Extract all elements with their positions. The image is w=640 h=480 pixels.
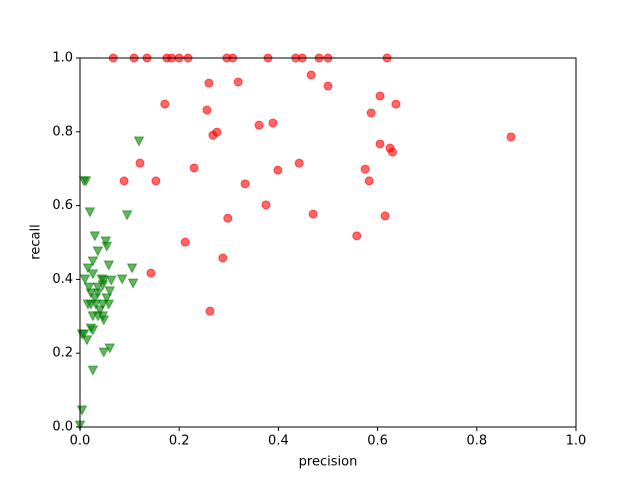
- point: [98, 275, 110, 286]
- point: [146, 268, 156, 278]
- point: [101, 293, 113, 304]
- point: [127, 278, 139, 289]
- point: [89, 293, 101, 304]
- y-tick-label: 0.0: [52, 420, 73, 435]
- point: [352, 231, 362, 241]
- point: [126, 263, 138, 274]
- point: [180, 237, 190, 247]
- point: [306, 70, 316, 80]
- y-axis-label: recall: [29, 224, 44, 259]
- point: [160, 99, 170, 109]
- point: [218, 253, 228, 263]
- point: [202, 105, 212, 115]
- point: [119, 176, 129, 186]
- x-tick-label: 0.8: [466, 434, 487, 449]
- point: [254, 120, 264, 130]
- point: [100, 236, 112, 247]
- point: [90, 299, 102, 310]
- point: [391, 99, 401, 109]
- x-tick-label: 0.6: [367, 434, 388, 449]
- point: [366, 108, 376, 118]
- point: [89, 231, 101, 242]
- point: [103, 260, 115, 271]
- point: [205, 306, 215, 316]
- point: [98, 315, 110, 326]
- point: [323, 81, 333, 91]
- point: [268, 118, 278, 128]
- point: [78, 329, 90, 340]
- point: [387, 147, 397, 157]
- point: [223, 213, 233, 223]
- point: [240, 179, 250, 189]
- point: [360, 164, 370, 174]
- point: [79, 274, 91, 285]
- point: [87, 325, 99, 336]
- point: [97, 280, 109, 291]
- point: [84, 207, 96, 218]
- point: [76, 405, 88, 416]
- point: [101, 241, 113, 252]
- point: [208, 130, 218, 140]
- y-tick-label: 0.2: [52, 346, 73, 361]
- y-tick-label: 0.4: [52, 272, 73, 287]
- point: [87, 269, 99, 280]
- point: [94, 305, 106, 316]
- point: [121, 210, 133, 221]
- point: [92, 288, 104, 299]
- point: [294, 158, 304, 168]
- point: [364, 176, 374, 186]
- point: [506, 132, 516, 142]
- point: [80, 176, 92, 187]
- point: [98, 347, 110, 358]
- point: [105, 275, 117, 286]
- x-tick-label: 0.0: [70, 434, 91, 449]
- point: [83, 282, 95, 293]
- x-tick-label: 0.2: [169, 434, 190, 449]
- point: [87, 256, 99, 267]
- point: [308, 209, 318, 219]
- point: [82, 263, 94, 274]
- y-tick-label: 0.6: [52, 198, 73, 213]
- point: [92, 246, 104, 257]
- point: [151, 176, 161, 186]
- point: [189, 163, 199, 173]
- x-tick-label: 0.4: [268, 434, 289, 449]
- point: [104, 286, 116, 297]
- point: [375, 91, 385, 101]
- point: [116, 274, 128, 285]
- point: [204, 78, 214, 88]
- point: [133, 136, 145, 147]
- point: [380, 211, 390, 221]
- point: [135, 158, 145, 168]
- plot-frame: [79, 57, 577, 428]
- x-tick-label: 1.0: [566, 434, 587, 449]
- point: [375, 139, 385, 149]
- point: [81, 335, 93, 346]
- x-axis-label: precision: [299, 455, 358, 470]
- point: [85, 288, 97, 299]
- point: [87, 365, 99, 376]
- y-tick-label: 1.0: [52, 51, 73, 66]
- point: [261, 200, 271, 210]
- point: [273, 165, 283, 175]
- point: [103, 299, 115, 310]
- y-tick-label: 0.8: [52, 124, 73, 139]
- point: [233, 77, 243, 87]
